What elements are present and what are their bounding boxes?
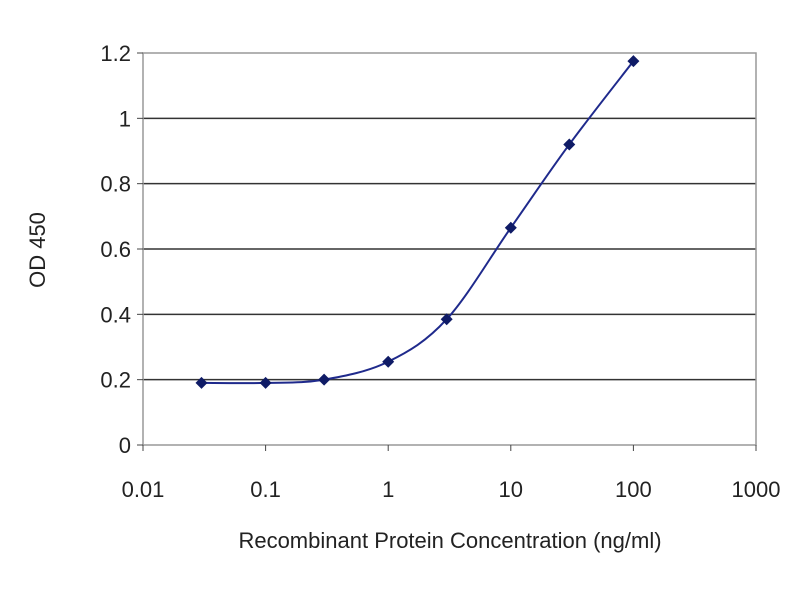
y-axis-title: OD 450 bbox=[25, 212, 50, 288]
y-tick-label: 0.6 bbox=[100, 237, 131, 262]
data-point bbox=[195, 376, 208, 389]
data-point bbox=[259, 376, 272, 389]
x-tick-label: 1 bbox=[382, 477, 394, 502]
x-axis-title: Recombinant Protein Concentration (ng/ml… bbox=[238, 528, 661, 553]
data-point bbox=[504, 221, 517, 234]
data-point bbox=[318, 373, 331, 386]
series-line bbox=[201, 60, 635, 385]
y-tick-label: 0.8 bbox=[100, 172, 131, 197]
y-tick-label: 0.2 bbox=[100, 368, 131, 393]
grid-layer bbox=[143, 117, 756, 381]
x-tick-label: 1000 bbox=[732, 477, 781, 502]
data-point bbox=[627, 55, 640, 68]
data-point bbox=[563, 138, 576, 151]
y-tick-label: 0 bbox=[119, 433, 131, 458]
x-tick-label: 0.1 bbox=[250, 477, 281, 502]
y-tick-label: 1.2 bbox=[100, 41, 131, 66]
series-markers bbox=[195, 55, 640, 389]
y-axis-ticks: 0 0.2 0.4 0.6 0.8 1 1.2 bbox=[100, 41, 143, 458]
y-tick-label: 0.4 bbox=[100, 302, 131, 327]
x-tick-label: 10 bbox=[499, 477, 523, 502]
x-tick-label: 100 bbox=[615, 477, 652, 502]
y-tick-label: 1 bbox=[119, 106, 131, 131]
x-tick-label: 0.01 bbox=[122, 477, 165, 502]
data-point bbox=[440, 313, 453, 326]
x-axis-ticks: 0.01 0.1 1 10 100 1000 bbox=[122, 445, 781, 502]
data-point bbox=[382, 355, 395, 368]
